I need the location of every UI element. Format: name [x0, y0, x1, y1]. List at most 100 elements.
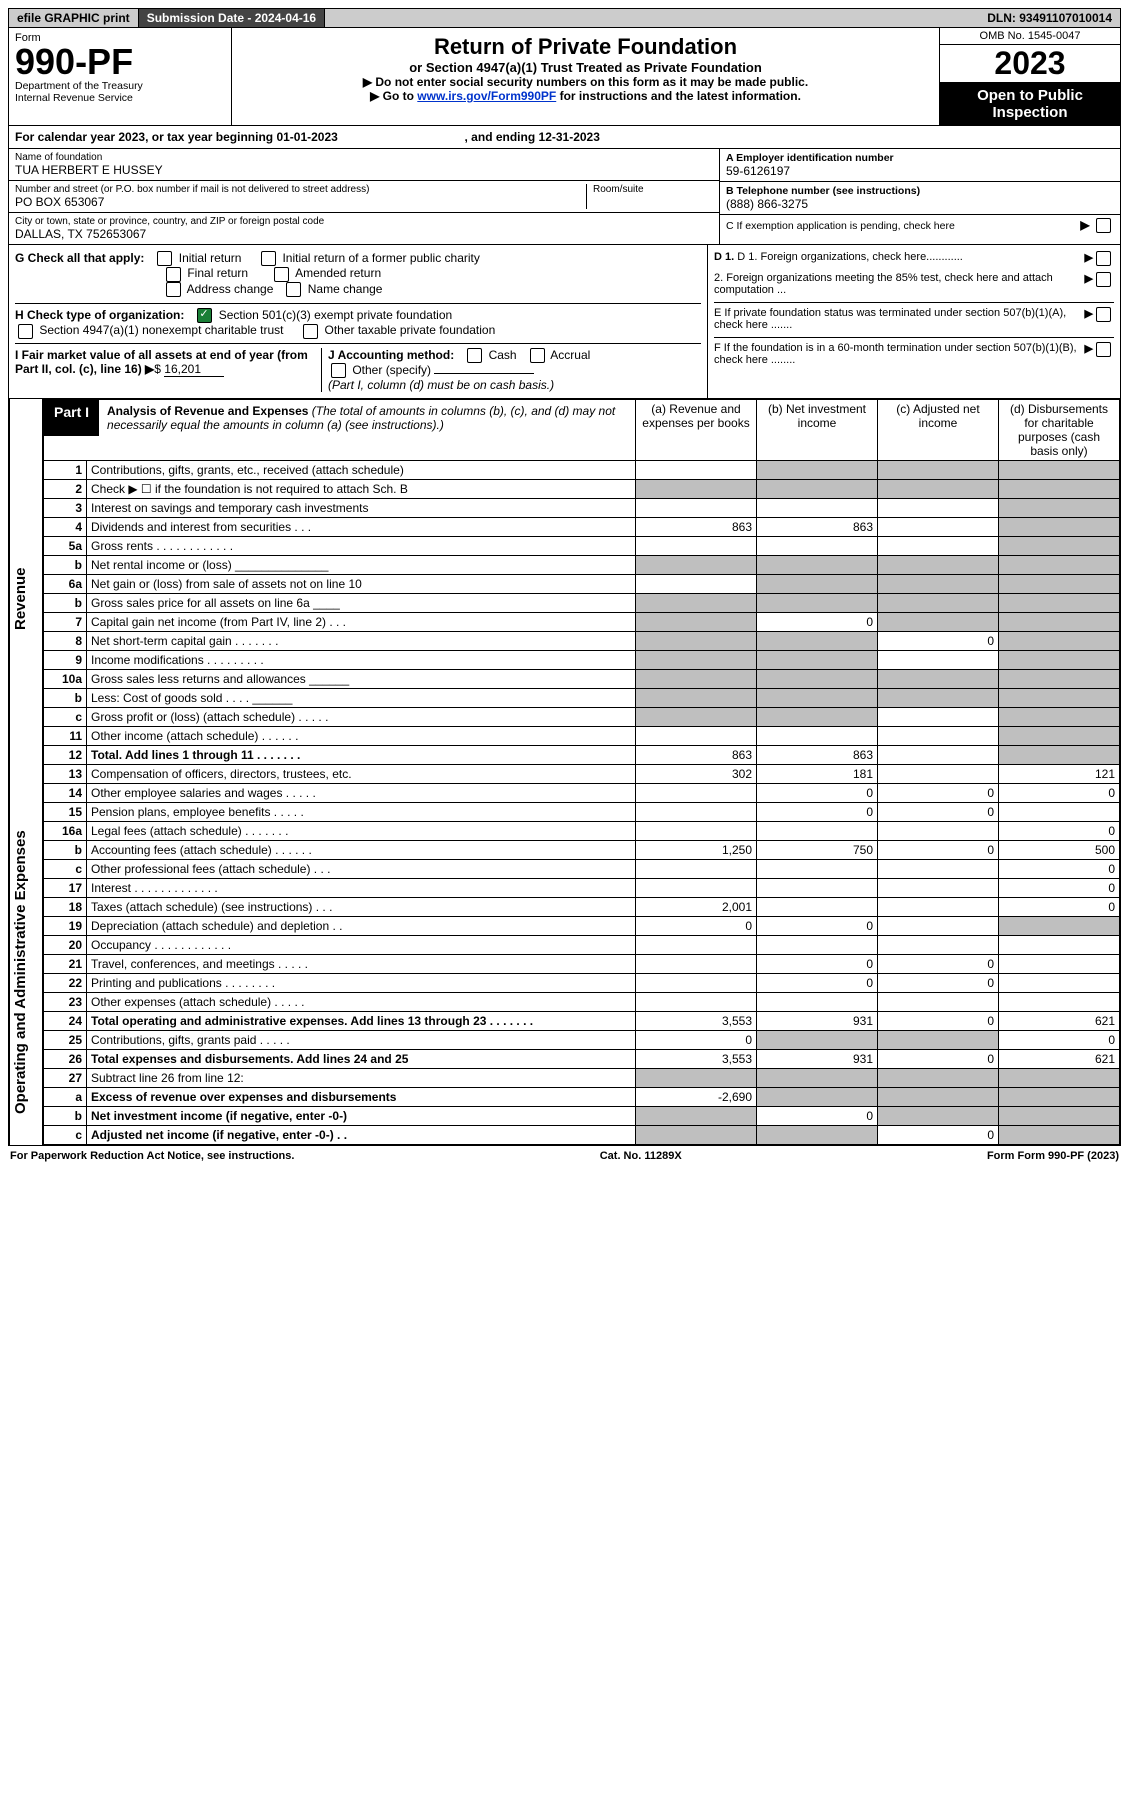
addr-label: Number and street (or P.O. box number if…	[15, 184, 586, 195]
row-val	[999, 613, 1120, 632]
table-row: 26Total expenses and disbursements. Add …	[44, 1050, 1120, 1069]
row-val: 0	[878, 632, 999, 651]
e-check[interactable]	[1096, 307, 1111, 322]
row-num: c	[44, 1126, 87, 1145]
row-val: 0	[636, 917, 757, 936]
g-addr-check[interactable]	[166, 282, 181, 297]
city-value: DALLAS, TX 752653067	[15, 227, 713, 241]
col-b-head: (b) Net investment income	[757, 400, 878, 461]
row-val	[636, 1069, 757, 1088]
checks-left: G Check all that apply: Initial return I…	[9, 245, 707, 398]
row-val	[636, 955, 757, 974]
row-val	[999, 594, 1120, 613]
table-row: cGross profit or (loss) (attach schedule…	[44, 708, 1120, 727]
row-val: 0	[878, 1012, 999, 1031]
instructions-link[interactable]: www.irs.gov/Form990PF	[417, 89, 556, 103]
row-val: 0	[757, 784, 878, 803]
j-other: Other (specify)	[352, 363, 431, 377]
g-initial-former-check[interactable]	[261, 251, 276, 266]
row-desc: Accounting fees (attach schedule) . . . …	[87, 841, 636, 860]
row-desc: Adjusted net income (if negative, enter …	[87, 1126, 636, 1145]
row-val	[636, 936, 757, 955]
row-val: 863	[636, 746, 757, 765]
row-val: 0	[999, 822, 1120, 841]
row-num: 2	[44, 480, 87, 499]
row-val	[636, 632, 757, 651]
row-val	[999, 670, 1120, 689]
note2-suffix: for instructions and the latest informat…	[556, 89, 801, 103]
address: PO BOX 653067	[15, 195, 586, 209]
row-num: b	[44, 1107, 87, 1126]
g-name: Name change	[308, 282, 383, 296]
row-val: 0	[999, 784, 1120, 803]
row-val	[878, 1069, 999, 1088]
row-val	[636, 651, 757, 670]
g-initial-former: Initial return of a former public charit…	[282, 251, 479, 265]
ein-label: A Employer identification number	[726, 152, 1114, 164]
row-num: 3	[44, 499, 87, 518]
row-val: 0	[999, 860, 1120, 879]
h-other-check[interactable]	[303, 324, 318, 339]
row-val	[757, 689, 878, 708]
row-val: 0	[878, 1050, 999, 1069]
header-right: OMB No. 1545-0047 2023 Open to Public In…	[939, 28, 1120, 125]
footer-left: For Paperwork Reduction Act Notice, see …	[10, 1150, 294, 1162]
table-row: 1Contributions, gifts, grants, etc., rec…	[44, 461, 1120, 480]
row-val	[878, 1088, 999, 1107]
expenses-side-label: Operating and Administrative Expenses	[9, 799, 42, 1145]
row-val	[999, 993, 1120, 1012]
row-desc: Total expenses and disbursements. Add li…	[87, 1050, 636, 1069]
row-val	[878, 594, 999, 613]
row-val: 0	[878, 1126, 999, 1145]
row-desc: Other employee salaries and wages . . . …	[87, 784, 636, 803]
row-val	[878, 746, 999, 765]
g-amended-check[interactable]	[274, 267, 289, 282]
row-val: 302	[636, 765, 757, 784]
omb-number: OMB No. 1545-0047	[940, 28, 1120, 45]
table-row: 4Dividends and interest from securities …	[44, 518, 1120, 537]
row-num: 8	[44, 632, 87, 651]
row-val	[757, 1069, 878, 1088]
j-cash-check[interactable]	[467, 348, 482, 363]
row-val	[878, 670, 999, 689]
g-addr: Address change	[187, 282, 274, 296]
j-accrual-check[interactable]	[530, 348, 545, 363]
h-4947-check[interactable]	[18, 324, 33, 339]
row-val	[757, 860, 878, 879]
table-row: 20Occupancy . . . . . . . . . . . .	[44, 936, 1120, 955]
table-row: aExcess of revenue over expenses and dis…	[44, 1088, 1120, 1107]
f-check[interactable]	[1096, 342, 1111, 357]
row-desc: Interest . . . . . . . . . . . . .	[87, 879, 636, 898]
row-num: 26	[44, 1050, 87, 1069]
row-val	[636, 670, 757, 689]
table-row: 2Check ▶ ☐ if the foundation is not requ…	[44, 480, 1120, 499]
h-4947: Section 4947(a)(1) nonexempt charitable …	[39, 323, 283, 337]
dept-label: Department of the Treasury	[15, 80, 225, 92]
row-val	[757, 556, 878, 575]
c-checkbox[interactable]	[1096, 218, 1111, 233]
row-val: 863	[636, 518, 757, 537]
i-label: I Fair market value of all assets at end…	[15, 348, 308, 376]
g-name-check[interactable]	[286, 282, 301, 297]
row-val	[636, 499, 757, 518]
calendar-year-row: For calendar year 2023, or tax year begi…	[8, 126, 1121, 149]
d2-check[interactable]	[1096, 272, 1111, 287]
row-val: -2,690	[636, 1088, 757, 1107]
row-val: 621	[999, 1012, 1120, 1031]
row-val	[636, 480, 757, 499]
row-val	[757, 670, 878, 689]
j-other-check[interactable]	[331, 363, 346, 378]
row-num: 6a	[44, 575, 87, 594]
row-desc: Net short-term capital gain . . . . . . …	[87, 632, 636, 651]
row-val: 3,553	[636, 1050, 757, 1069]
g-initial-check[interactable]	[157, 251, 172, 266]
h-501c3-check[interactable]	[197, 308, 212, 323]
row-num: 24	[44, 1012, 87, 1031]
d1-check[interactable]	[1096, 251, 1111, 266]
row-val	[999, 803, 1120, 822]
g-final-check[interactable]	[166, 267, 181, 282]
row-desc: Net investment income (if negative, ente…	[87, 1107, 636, 1126]
row-val: 931	[757, 1012, 878, 1031]
row-val: 121	[999, 765, 1120, 784]
row-num: b	[44, 841, 87, 860]
